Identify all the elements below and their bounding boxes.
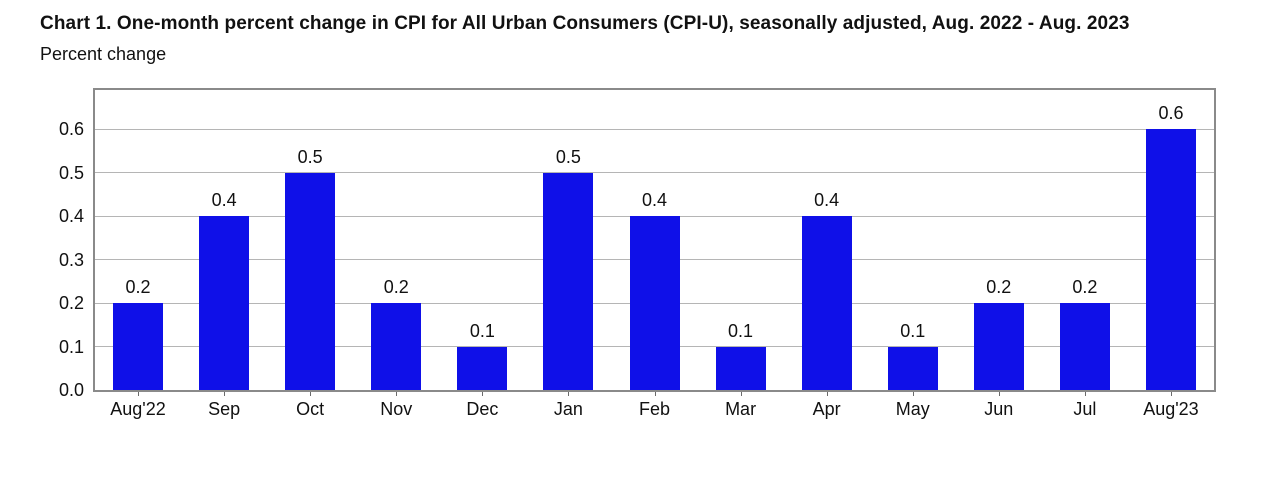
bar-value-label-Aug'23: 0.6 bbox=[1158, 103, 1184, 124]
xtick-label-Aug'22: Aug'22 bbox=[110, 399, 166, 419]
ytick-label-0.1: 0.1 bbox=[58, 336, 84, 357]
ytick-label-0.6: 0.6 bbox=[58, 119, 84, 140]
xtick-mark-Aug'22 bbox=[138, 392, 140, 396]
xtick-label-Jun: Jun bbox=[984, 399, 1014, 419]
bar-Sep: 0.4 bbox=[199, 190, 250, 390]
bar-value-label-Feb: 0.4 bbox=[641, 190, 668, 211]
bar-value-label-Dec: 0.1 bbox=[469, 320, 495, 341]
bar-Apr: 0.4 bbox=[801, 190, 852, 390]
bar-value-label-Jan: 0.5 bbox=[555, 146, 581, 167]
gridline-0.6 bbox=[95, 128, 1214, 130]
xtick-mark-Mar bbox=[740, 392, 742, 396]
xtick-label-May: May bbox=[895, 399, 930, 419]
chart-title: Chart 1. One-month percent change in CPI… bbox=[40, 13, 1130, 34]
bar-Dec: 0.1 bbox=[457, 321, 508, 390]
xtick-mark-Jan bbox=[568, 392, 570, 396]
bar-Jan: 0.5 bbox=[543, 147, 594, 390]
xtick-mark-Aug'23 bbox=[1170, 392, 1172, 396]
xtick-label-Apr: Apr bbox=[812, 399, 841, 419]
bar-value-label-Nov: 0.2 bbox=[383, 277, 409, 298]
bar-Jul: 0.2 bbox=[1059, 277, 1110, 390]
ytick-label-0.3: 0.3 bbox=[58, 249, 84, 270]
xtick-mark-May bbox=[912, 392, 914, 396]
xtick-mark-Sep bbox=[224, 392, 226, 396]
bar-value-label-Jul: 0.2 bbox=[1072, 277, 1098, 298]
bar-Mar: 0.1 bbox=[715, 321, 766, 390]
bar-value-label-Jun: 0.2 bbox=[986, 277, 1012, 298]
chart-subtitle-percent-change: Percent change bbox=[40, 44, 167, 64]
xtick-mark-Feb bbox=[654, 392, 656, 396]
bar-Jun: 0.2 bbox=[973, 277, 1024, 390]
bar-value-label-Oct: 0.5 bbox=[297, 146, 323, 167]
xtick-label-Sep: Sep bbox=[208, 399, 241, 419]
bar-value-label-May: 0.1 bbox=[900, 320, 926, 341]
ytick-label-0.2: 0.2 bbox=[58, 293, 84, 314]
bar-value-label-Apr: 0.4 bbox=[814, 190, 840, 211]
xtick-label-Feb: Feb bbox=[638, 399, 671, 419]
bar-Oct: 0.5 bbox=[285, 147, 336, 390]
ytick-label-0.5: 0.5 bbox=[58, 162, 84, 183]
bar-value-label-Mar: 0.1 bbox=[728, 320, 754, 341]
ytick-label-0.0: 0.0 bbox=[58, 380, 84, 400]
bar-Nov: 0.2 bbox=[371, 277, 422, 390]
xtick-label-Dec: Dec bbox=[466, 399, 499, 419]
xtick-mark-Apr bbox=[826, 392, 828, 396]
gridline-0.5 bbox=[95, 172, 1214, 174]
xtick-label-Nov: Nov bbox=[380, 399, 413, 419]
ytick-label-0.4: 0.4 bbox=[58, 206, 84, 227]
bar-May: 0.1 bbox=[887, 321, 938, 390]
xtick-mark-Nov bbox=[396, 392, 398, 396]
bar-Aug'22: 0.2 bbox=[113, 277, 164, 390]
plot-area: 0.2 0.4 0.5 0.2 0.1 0.5 0.4 0.1 0.4 0.1 0.2 0.2 0.6 bbox=[93, 88, 1216, 392]
bar-value-label-Aug'22: 0.2 bbox=[125, 277, 151, 298]
xtick-mark-Jun bbox=[998, 392, 1000, 396]
xtick-label-Jan: Jan bbox=[553, 399, 583, 419]
xtick-mark-Dec bbox=[482, 392, 484, 396]
bar-value-label-Sep: 0.4 bbox=[211, 190, 237, 211]
xtick-label-Oct: Oct bbox=[296, 399, 325, 419]
bar-Feb: 0.4 bbox=[629, 190, 680, 390]
bar-Aug'23: 0.6 bbox=[1145, 103, 1196, 390]
xtick-label-Mar: Mar bbox=[725, 399, 757, 419]
xtick-label-Jul: Jul bbox=[1073, 399, 1097, 419]
xtick-mark-Oct bbox=[310, 392, 312, 396]
xtick-label-Aug'23: Aug'23 bbox=[1143, 399, 1199, 419]
xtick-mark-Jul bbox=[1084, 392, 1086, 396]
